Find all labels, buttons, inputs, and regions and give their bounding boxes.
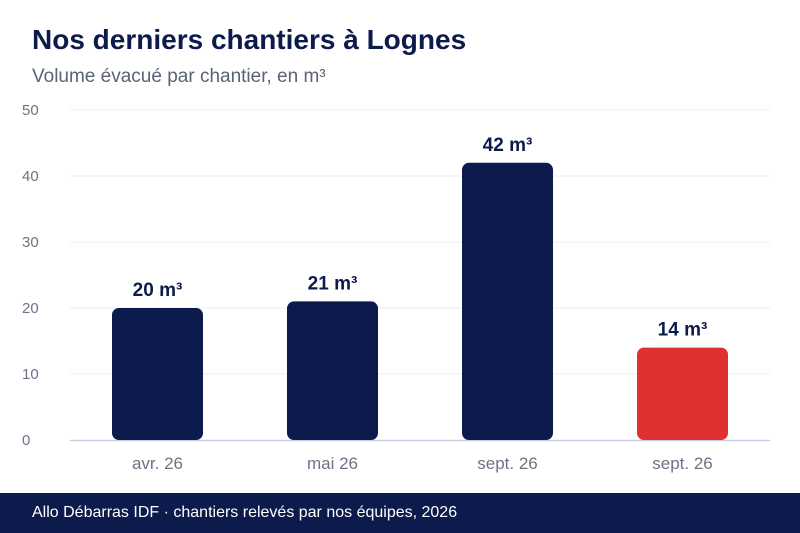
data-label: 21 m³ [308,273,358,294]
bar [287,301,378,440]
data-label: 42 m³ [483,135,533,156]
chart-subtitle: Volume évacué par chantier, en m³ [32,66,326,87]
x-tick-label: avr. 26 [132,454,183,473]
footer-source-text: Allo Débarras IDF · chantiers relevés pa… [32,504,458,521]
y-tick-label: 50 [22,102,39,119]
bar [112,308,203,440]
y-tick-label: 10 [22,366,39,383]
data-label: 14 m³ [658,320,708,341]
footer-bar: Allo Débarras IDF · chantiers relevés pa… [0,493,800,533]
bar [462,162,553,441]
x-tick-label: mai 26 [307,454,358,473]
bar-chart: 0 10 20 30 40 50 20 m³ avr. 26 21 m³ mai 26 42 m³ s… [22,102,770,473]
data-label: 20 m³ [133,280,183,301]
y-tick-label: 40 [22,168,39,185]
y-tick-label: 30 [22,234,39,251]
chart-title: Nos derniers chantiers à Lognes [32,24,467,55]
y-tick-label: 0 [22,432,30,449]
bar [637,347,728,440]
x-tick-label: sept. 26 [477,454,538,473]
y-tick-label: 20 [22,300,39,317]
x-tick-label: sept. 26 [652,454,713,473]
